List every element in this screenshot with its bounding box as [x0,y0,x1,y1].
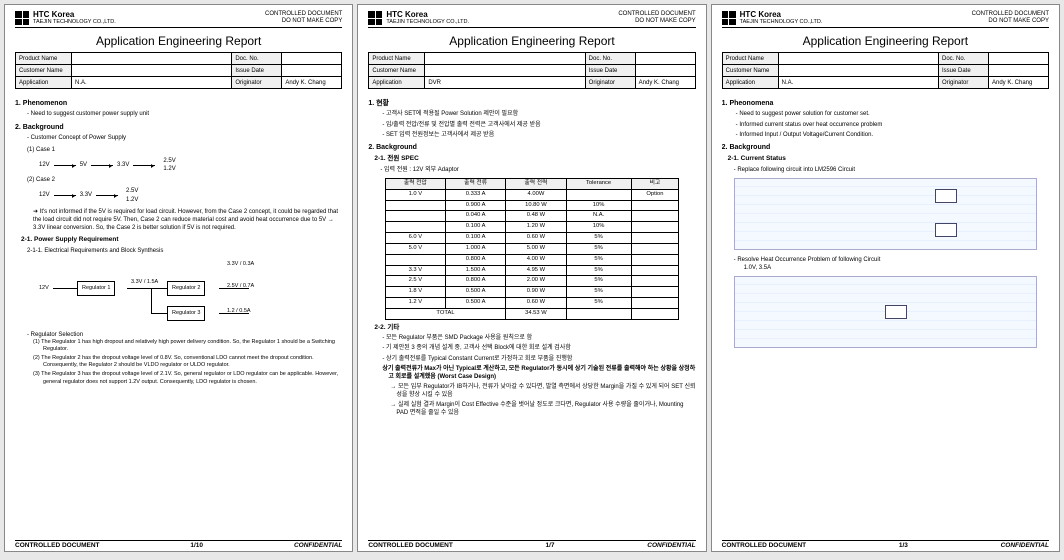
page-footer: CONTROLLED DOCUMENT1/10CONFIDENTIAL [15,540,342,549]
page-body: 1. Phenomenon - Need to suggest customer… [15,89,342,537]
company-logo [722,11,736,25]
company-logo [15,11,29,25]
nocopy-label: DO NOT MAKE COPY [265,18,342,25]
subsection-heading: 2-1. 전원 SPEC [374,155,695,164]
section-heading: 2. Background [722,143,1049,152]
page-3: HTC Korea TAEJIN TECHNOLOGY CO.,LTD. CON… [711,4,1060,552]
regulator-notes: (1) The Regulator 1 has high dropout and… [33,339,342,386]
subsection-heading: 2-2. 기타 [374,324,695,333]
page-title: Application Engineering Report [722,34,1049,48]
section-heading: 1. Phenomenon [15,99,342,108]
page-header: HTC Korea TAEJIN TECHNOLOGY CO.,LTD. CON… [368,11,695,28]
page-1: HTC Korea TAEJIN TECHNOLOGY CO.,LTD. CON… [4,4,353,552]
page-body: 1. 현황 - 고객사 SET에 적용될 Power Solution 제안이 … [368,89,695,537]
subsection-heading: 2-1. Current Status [728,155,1049,164]
block-diagram: 12V Regulator 1 3.3V / 1.5A Regulator 2 … [39,261,342,327]
section-heading: 2. Background [368,143,695,152]
page-footer: CONTROLLED DOCUMENT1/3CONFIDENTIAL [722,540,1049,549]
schematic-diagram [734,178,1037,250]
spec-table: 출력 전압출력 전류출력 전력Tolerance비고 1.0 V0.333 A4… [385,178,680,320]
meta-table: Product NameDoc. No. Customer NameIssue … [722,52,1049,89]
company-logo [368,11,382,25]
arrow-note: ➜ It's not informed if the 5V is require… [33,208,342,232]
schematic-diagram [734,276,1037,348]
case-diagram: 12V 5V 3.3V 2.5V1.2V [39,157,342,173]
company-name: HTC Korea [33,11,116,19]
page-title: Application Engineering Report [368,34,695,48]
section-heading: 1. 현황 [368,99,695,108]
page-body: 1. Pheonomena - Need to suggest power so… [722,89,1049,537]
section-heading: 2. Background [15,123,342,132]
section-heading: 1. Pheonomena [722,99,1049,108]
meta-table: Product NameDoc. No. Customer NameIssue … [15,52,342,89]
page-footer: CONTROLLED DOCUMENT1/7CONFIDENTIAL [368,540,695,549]
meta-table: Product NameDoc. No. Customer NameIssue … [368,52,695,89]
subsection-heading: 2-1. Power Supply Requirement [21,236,342,245]
page-title: Application Engineering Report [15,34,342,48]
page-header: HTC Korea TAEJIN TECHNOLOGY CO.,LTD. CON… [722,11,1049,28]
controlled-label: CONTROLLED DOCUMENT [265,11,342,18]
page-header: HTC Korea TAEJIN TECHNOLOGY CO.,LTD. CON… [15,11,342,28]
page-2: HTC Korea TAEJIN TECHNOLOGY CO.,LTD. CON… [357,4,706,552]
company-subline: TAEJIN TECHNOLOGY CO.,LTD. [33,19,116,25]
case-diagram: 12V 3.3V 2.5V1.2V [39,187,342,203]
